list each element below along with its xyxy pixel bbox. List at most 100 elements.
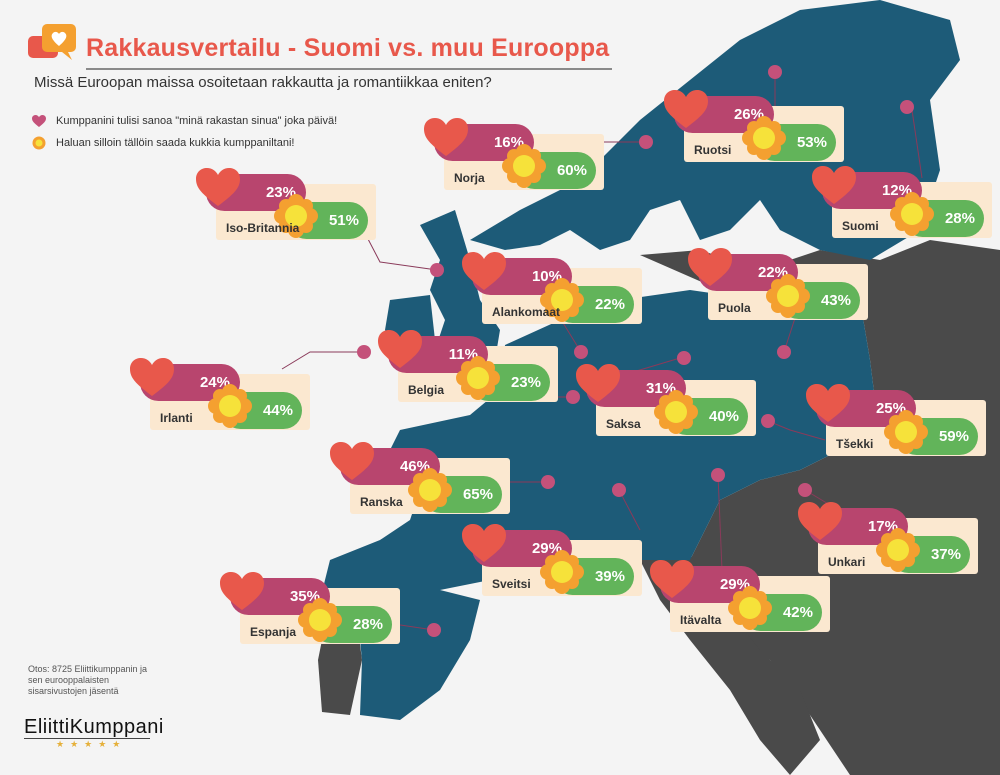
country-card-alankomaat: 10% 22% Alankomaat — [462, 252, 642, 334]
flower-percent: 51% — [328, 212, 359, 229]
flower-icon — [502, 144, 546, 188]
country-name: Irlanti — [160, 411, 193, 425]
country-name: Espanja — [250, 625, 297, 639]
love-percent: 29% — [719, 576, 750, 593]
uk-land — [420, 210, 500, 365]
country-card-itavalta: 29% 42% Itävalta — [650, 560, 830, 642]
heart-icon — [462, 524, 506, 562]
country-name: Tšekki — [836, 437, 874, 451]
heart-icon — [812, 166, 856, 204]
country-card-ranska: 46% 65% Ranska — [330, 442, 510, 524]
legend-item-flower: Haluan silloin tällöin saada kukkia kump… — [32, 136, 294, 150]
title-divider — [86, 68, 612, 70]
flower-icon — [298, 598, 342, 642]
flower-percent: 28% — [352, 616, 383, 633]
country-name: Suomi — [842, 219, 879, 233]
flower-percent: 59% — [938, 428, 969, 445]
flower-percent: 40% — [708, 408, 739, 425]
flower-icon — [408, 468, 452, 512]
flower-icon — [540, 278, 584, 322]
love-percent: 25% — [875, 400, 906, 417]
logo-divider — [24, 738, 150, 739]
legend-label-love: Kumppanini tulisi sanoa "minä rakastan s… — [56, 115, 338, 127]
country-card-sveitsi: 29% 39% Sveitsi — [462, 524, 642, 606]
heart-icon — [576, 364, 620, 402]
heart-icon — [32, 115, 46, 127]
flower-icon — [654, 390, 698, 434]
heart-icon — [688, 248, 732, 286]
heart-icon — [196, 168, 240, 206]
flower-percent: 28% — [944, 210, 975, 227]
flower-icon — [728, 586, 772, 630]
country-card-belgia: 11% 23% Belgia — [378, 330, 558, 412]
love-percent: 10% — [531, 268, 562, 285]
country-markers — [357, 65, 914, 637]
flower-icon — [208, 384, 252, 428]
country-name: Itävalta — [680, 613, 722, 627]
love-percent: 16% — [493, 134, 524, 151]
flower-icon — [890, 192, 934, 236]
page-title: Rakkausvertailu - Suomi vs. muu Eurooppa — [86, 34, 610, 62]
flower-percent: 60% — [556, 162, 587, 179]
page-subtitle: Missä Euroopan maissa osoitetaan rakkaut… — [34, 74, 492, 91]
country-card-ruotsi: 26% 53% Ruotsi — [664, 90, 844, 172]
flower-icon — [274, 194, 318, 238]
flower-icon — [766, 274, 810, 318]
country-card-tsekki: 25% 59% Tšekki — [806, 384, 986, 466]
flower-icon — [884, 410, 928, 454]
flower-percent: 37% — [930, 546, 961, 563]
love-percent: 24% — [199, 374, 230, 391]
country-card-saksa: 31% 40% Saksa — [576, 364, 756, 446]
mainland-land — [320, 290, 880, 600]
country-name: Norja — [454, 171, 485, 185]
heart-icon — [220, 572, 264, 610]
country-card-iso-britannia: 23% 51% Iso-Britannia — [196, 168, 376, 250]
country-name: Puola — [718, 301, 751, 315]
love-percent: 11% — [448, 346, 478, 363]
heart-icon — [664, 90, 708, 128]
flower-percent: 43% — [820, 292, 851, 309]
flower-percent: 39% — [594, 568, 625, 585]
heart-icon — [130, 358, 174, 396]
love-percent: 23% — [265, 184, 296, 201]
legend-label-flower: Haluan silloin tällöin saada kukkia kump… — [56, 137, 295, 149]
love-percent: 22% — [757, 264, 788, 281]
flower-percent: 44% — [262, 402, 293, 419]
flower-percent: 53% — [796, 134, 827, 151]
heart-icon — [462, 252, 506, 290]
country-card-suomi: 12% 28% Suomi — [812, 166, 992, 248]
country-card-unkari: 17% 37% Unkari — [798, 502, 978, 584]
flower-icon — [540, 550, 584, 594]
logo-stars: ★★★★★ — [56, 739, 127, 749]
country-card-espanja: 35% 28% Espanja — [220, 572, 400, 654]
flower-percent: 22% — [594, 296, 625, 313]
country-name: Unkari — [828, 555, 866, 569]
flower-percent: 23% — [510, 374, 541, 391]
love-percent: 12% — [881, 182, 912, 199]
country-card-puola: 22% 43% Puola — [688, 248, 868, 330]
flower-icon — [876, 528, 920, 572]
heart-icon — [798, 502, 842, 540]
flower-icon — [456, 356, 500, 400]
brand-logo: EliittiKumppani — [24, 716, 164, 738]
other-land-east — [640, 240, 1000, 775]
heart-icon — [424, 118, 468, 156]
country-card-irlanti: 24% 44% Irlanti — [130, 358, 310, 440]
love-percent: 31% — [645, 380, 676, 397]
love-percent: 29% — [531, 540, 562, 557]
chat-heart-icon — [28, 24, 76, 60]
flower-percent: 42% — [782, 604, 813, 621]
sample-footnote: Otos: 8725 Eliittikumppanin ja sen euroo… — [28, 664, 148, 696]
heart-icon — [806, 384, 850, 422]
legend-item-love: Kumppanini tulisi sanoa "minä rakastan s… — [32, 115, 337, 127]
country-card-norja: 16% 60% Norja — [424, 118, 604, 200]
heart-icon — [378, 330, 422, 368]
love-percent: 46% — [399, 458, 430, 475]
country-name: Sveitsi — [492, 577, 531, 591]
love-percent: 17% — [867, 518, 898, 535]
heart-icon — [330, 442, 374, 480]
flower-icon — [742, 116, 786, 160]
country-name: Saksa — [606, 417, 641, 431]
country-name: Ranska — [360, 495, 403, 509]
country-name: Belgia — [408, 383, 445, 397]
